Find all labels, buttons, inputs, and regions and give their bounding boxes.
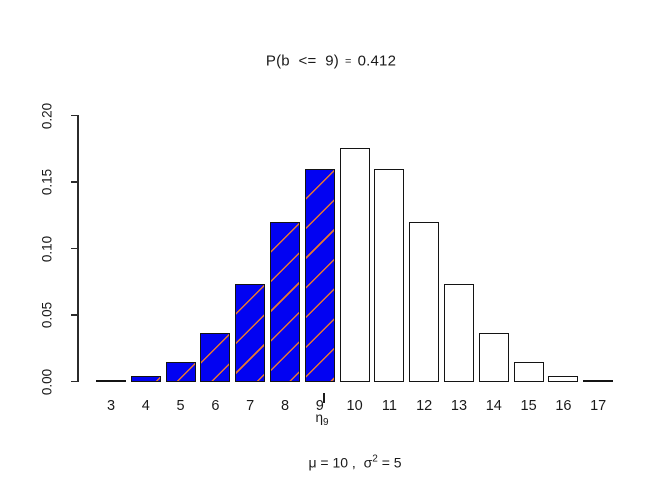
bar-16 [548,375,579,382]
quantile-label: η9 [315,410,328,428]
y-tick-mark [71,314,78,316]
bar-13 [444,283,474,382]
bar-5 [165,361,196,382]
y-tick-label: 0.20 [39,102,55,129]
x-tick-label-8: 8 [280,398,290,414]
y-tick-label: 0.10 [39,235,55,262]
quantile-tick-mark [323,393,325,403]
chart-subtitle: μ = 10 , σ2 = 5 [308,454,401,471]
subtitle-rest: = 5 [377,454,402,471]
quantile-eta-sub: 9 [322,417,329,428]
x-tick-label-12: 12 [416,398,433,414]
bar-6 [200,332,231,382]
x-tick-label-11: 11 [381,398,397,414]
subtitle-mu: μ = 10 , [308,454,364,471]
x-tick-label-15: 15 [520,398,537,414]
x-tick-label-10: 10 [346,398,363,414]
bar-3 [96,379,126,382]
y-tick-label: 0.00 [39,368,55,395]
x-tick-label-3: 3 [106,398,116,414]
x-tick-label-13: 13 [450,398,468,414]
bar-11 [374,168,405,382]
x-tick-label-5: 5 [176,398,185,414]
bar-10 [339,147,370,382]
chart-title-equals: = [344,55,352,68]
chart-title-prob: P(b <= 9) [265,52,339,70]
y-tick-label: 0.05 [39,301,55,329]
x-tick-label-7: 7 [246,398,255,414]
bar-15 [513,361,544,382]
y-tick-mark [71,380,78,383]
bar-8 [270,221,300,382]
x-tick-label-14: 14 [485,398,502,414]
bar-9 [304,168,335,382]
chart-title-value: 0.412 [357,52,397,70]
bar-12 [409,221,440,382]
x-tick-label-6: 6 [211,398,220,414]
subtitle-sigma-exp: 2 [372,453,378,465]
bar-17 [583,379,614,382]
subtitle-sigma: σ [363,454,373,471]
x-tick-label-17: 17 [590,398,607,414]
x-tick-label-4: 4 [141,398,150,414]
chart-title: P(b <= 9) = 0.412 [266,53,396,70]
y-tick-mark [71,114,78,117]
y-tick-label: 0.15 [39,168,55,196]
bar-4 [130,375,161,382]
bar-14 [478,332,509,382]
y-tick-mark [71,247,78,250]
bar-7 [235,283,266,382]
x-tick-label-9: 9 [315,398,324,414]
quantile-eta: η [315,410,323,425]
y-tick-mark [71,181,78,183]
y-axis-line [77,115,79,382]
x-tick-label-16: 16 [555,398,572,414]
